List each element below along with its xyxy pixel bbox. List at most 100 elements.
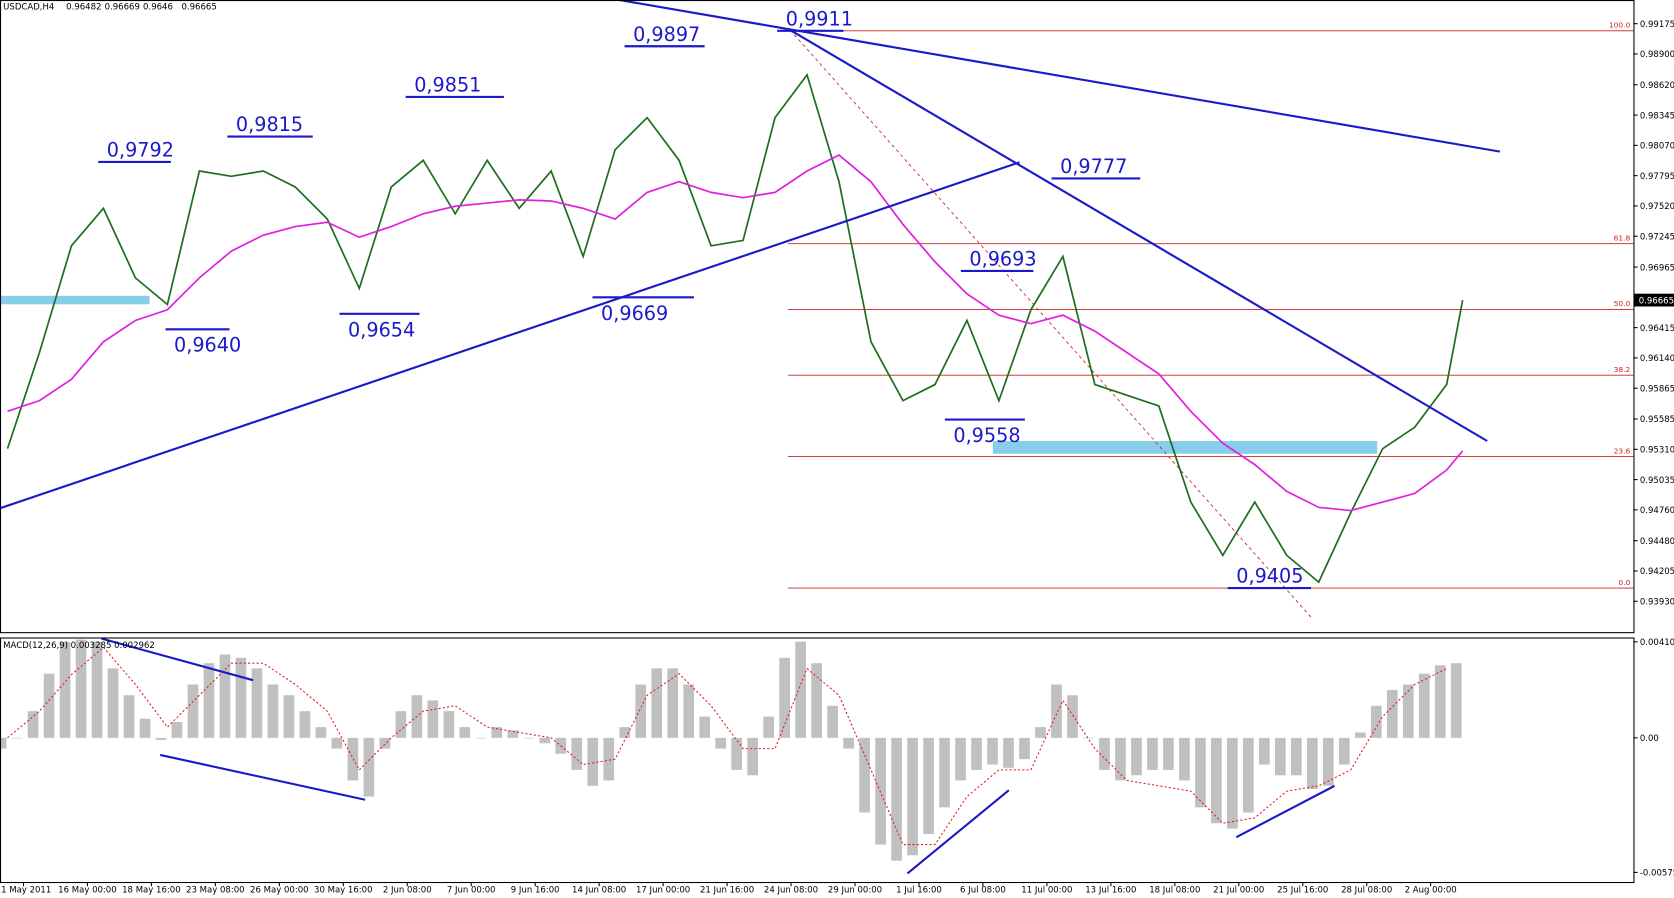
macd-frame xyxy=(0,637,1635,884)
y-tick-label: 0.95865 xyxy=(1640,384,1674,394)
macd-bar xyxy=(651,668,663,738)
macd-signal xyxy=(7,646,1447,846)
level-label: 0,9792 xyxy=(107,139,174,162)
macd-bar xyxy=(491,727,503,738)
macd-bar xyxy=(1099,737,1110,770)
macd-bar xyxy=(571,737,583,770)
macd-bar xyxy=(43,673,55,738)
macd-bar xyxy=(331,737,343,749)
macd-bar xyxy=(683,684,695,738)
macd-bar xyxy=(91,641,103,738)
macd-bar xyxy=(619,727,631,738)
header-close: 0.96665 xyxy=(181,3,216,13)
macd-bar xyxy=(395,711,407,738)
macd-bar xyxy=(1322,737,1334,786)
macd-bar xyxy=(587,737,599,786)
macd-bar xyxy=(667,668,679,738)
main-frame xyxy=(0,0,1635,634)
level-label: 0,9851 xyxy=(414,74,481,97)
level-label: 0,9405 xyxy=(1236,565,1303,588)
macd-bar xyxy=(1434,665,1446,738)
macd-bar xyxy=(139,718,151,738)
macd-bar xyxy=(1163,737,1174,770)
x-tick-label: 2 Jun 08:00 xyxy=(383,886,432,896)
fib-label: 38.2 xyxy=(1614,365,1631,374)
macd-bar xyxy=(1227,737,1238,829)
macd-bar xyxy=(507,730,519,738)
x-tick-label: 11 May 2011 xyxy=(0,886,51,896)
macd-bar xyxy=(315,727,327,738)
macd-bar xyxy=(27,711,39,738)
macd-bar xyxy=(1386,689,1398,738)
y-tick-label: 0.95310 xyxy=(1640,446,1674,456)
macd-bar xyxy=(155,737,167,740)
macd-bar xyxy=(523,737,535,739)
trend-lines xyxy=(0,0,1501,875)
trend-line xyxy=(101,637,254,682)
x-tick-label: 21 Jul 00:00 xyxy=(1213,886,1264,896)
price-box xyxy=(1634,293,1674,307)
x-tick-label: 7 Jun 00:00 xyxy=(447,886,496,896)
y-tick-label: 0.96415 xyxy=(1640,324,1674,334)
macd-bar xyxy=(1243,737,1254,813)
trend-line xyxy=(789,28,1488,442)
macd-bar xyxy=(635,684,647,738)
macd-bar xyxy=(219,654,231,738)
macd-bar xyxy=(75,639,87,738)
macd-bar xyxy=(1402,684,1414,738)
header-high: 0.96669 xyxy=(105,3,140,13)
macd-bar xyxy=(955,737,966,781)
y-tick-label: 0.98900 xyxy=(1640,50,1674,60)
macd-bar xyxy=(1051,684,1062,738)
x-tick-label: 2 Aug 00:00 xyxy=(1405,886,1457,896)
macd-bar xyxy=(843,737,854,749)
trend-line xyxy=(159,753,366,801)
macd-bar xyxy=(299,711,311,738)
macd-bar xyxy=(475,737,487,739)
fib-label: 61.8 xyxy=(1614,233,1631,242)
x-tick-label: 17 Jun 00:00 xyxy=(636,886,690,896)
macd-bar xyxy=(923,737,934,835)
macd-bar xyxy=(827,705,838,738)
macd-bar xyxy=(811,663,822,738)
y-tick-label: 0.99175 xyxy=(1640,20,1674,30)
y-tick-label: 0.98070 xyxy=(1640,142,1674,152)
x-tick-label: 6 Jul 08:00 xyxy=(960,886,1006,896)
x-tick-label: 18 Jul 08:00 xyxy=(1149,886,1200,896)
macd-bar xyxy=(203,663,215,738)
level-label: 0,9693 xyxy=(969,248,1036,271)
y-tick-label: 0.97245 xyxy=(1640,232,1674,242)
macd-bar xyxy=(427,700,439,738)
trend-line xyxy=(906,789,1010,875)
fib-label: 50.0 xyxy=(1614,299,1631,308)
y-tick-label: 0.95585 xyxy=(1640,415,1674,425)
macd-bar xyxy=(939,737,950,808)
macd-bar xyxy=(1115,737,1126,781)
header-low: 0.9646 xyxy=(143,3,173,13)
macd-bar xyxy=(283,695,295,738)
trend-line xyxy=(0,161,1020,510)
fib-diagonal xyxy=(789,29,1312,618)
macd-bar xyxy=(363,737,375,797)
macd-bar xyxy=(763,716,774,738)
macd-bar xyxy=(891,737,902,861)
macd-bar xyxy=(107,668,119,738)
macd-bar xyxy=(187,684,199,738)
support-zone xyxy=(0,295,150,305)
macd-bar xyxy=(59,641,71,738)
header-symbol: USDCAD,H4 xyxy=(3,3,54,13)
macd-bar xyxy=(731,737,743,770)
macd-bar xyxy=(251,668,263,738)
y-tick-label: 0.00 xyxy=(1640,734,1659,744)
macd-bar xyxy=(603,737,615,781)
macd-bar xyxy=(1211,737,1222,824)
x-tick-label: 26 May 00:00 xyxy=(250,886,309,896)
macd-bar xyxy=(1195,737,1206,808)
macd-bar xyxy=(1131,737,1142,776)
fib-label: 0.0 xyxy=(1618,578,1630,587)
level-label: 0,9654 xyxy=(348,318,415,341)
x-tick-label: 24 Jun 08:00 xyxy=(764,886,818,896)
fib-label: 100.0 xyxy=(1609,21,1631,30)
y-tick-label: 0.004104 xyxy=(1640,638,1674,648)
